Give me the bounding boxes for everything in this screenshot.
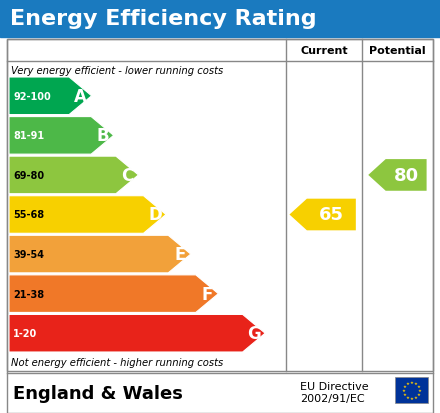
Text: B: B [96, 127, 109, 145]
Text: 69-80: 69-80 [13, 171, 44, 180]
Text: Energy Efficiency Rating: Energy Efficiency Rating [10, 9, 317, 29]
Polygon shape [9, 275, 218, 313]
Text: 39-54: 39-54 [13, 249, 44, 259]
Polygon shape [9, 157, 139, 194]
Polygon shape [9, 117, 114, 155]
Text: England & Wales: England & Wales [13, 384, 183, 402]
Bar [7, 40, 433, 371]
Text: ★: ★ [418, 388, 421, 392]
Text: 81-91: 81-91 [13, 131, 44, 141]
Text: 65: 65 [319, 206, 344, 224]
Text: ★: ★ [416, 392, 420, 396]
Text: C: C [121, 166, 134, 185]
Text: ★: ★ [403, 392, 407, 396]
Text: ★: ★ [403, 384, 407, 388]
Bar [395, 377, 428, 403]
Polygon shape [9, 315, 265, 352]
Text: 2002/91/EC: 2002/91/EC [300, 393, 365, 403]
Text: A: A [74, 88, 87, 106]
Text: ★: ★ [410, 396, 414, 400]
Polygon shape [9, 196, 166, 234]
Polygon shape [9, 236, 191, 273]
Text: ★: ★ [416, 384, 420, 388]
Text: D: D [148, 206, 162, 224]
Text: ★: ★ [402, 388, 406, 392]
Text: 92-100: 92-100 [13, 92, 51, 102]
Polygon shape [290, 199, 356, 231]
Text: ★: ★ [410, 380, 414, 384]
Polygon shape [368, 160, 427, 191]
Text: ★: ★ [414, 395, 417, 399]
Text: ★: ★ [406, 381, 410, 385]
Polygon shape [9, 78, 92, 115]
Text: ★: ★ [414, 381, 417, 385]
Bar [0, 0, 440, 38]
Text: 1-20: 1-20 [13, 328, 37, 338]
Text: 21-38: 21-38 [13, 289, 44, 299]
Text: Potential: Potential [369, 46, 426, 56]
Text: ★: ★ [406, 395, 410, 399]
Text: Very energy efficient - lower running costs: Very energy efficient - lower running co… [11, 66, 223, 76]
Text: Not energy efficient - higher running costs: Not energy efficient - higher running co… [11, 357, 223, 367]
Text: 55-68: 55-68 [13, 210, 44, 220]
Text: EU Directive: EU Directive [300, 381, 369, 391]
Text: F: F [202, 285, 213, 303]
Text: G: G [247, 325, 261, 342]
Text: Current: Current [301, 46, 348, 56]
Text: 80: 80 [393, 166, 419, 185]
Text: E: E [174, 245, 186, 263]
